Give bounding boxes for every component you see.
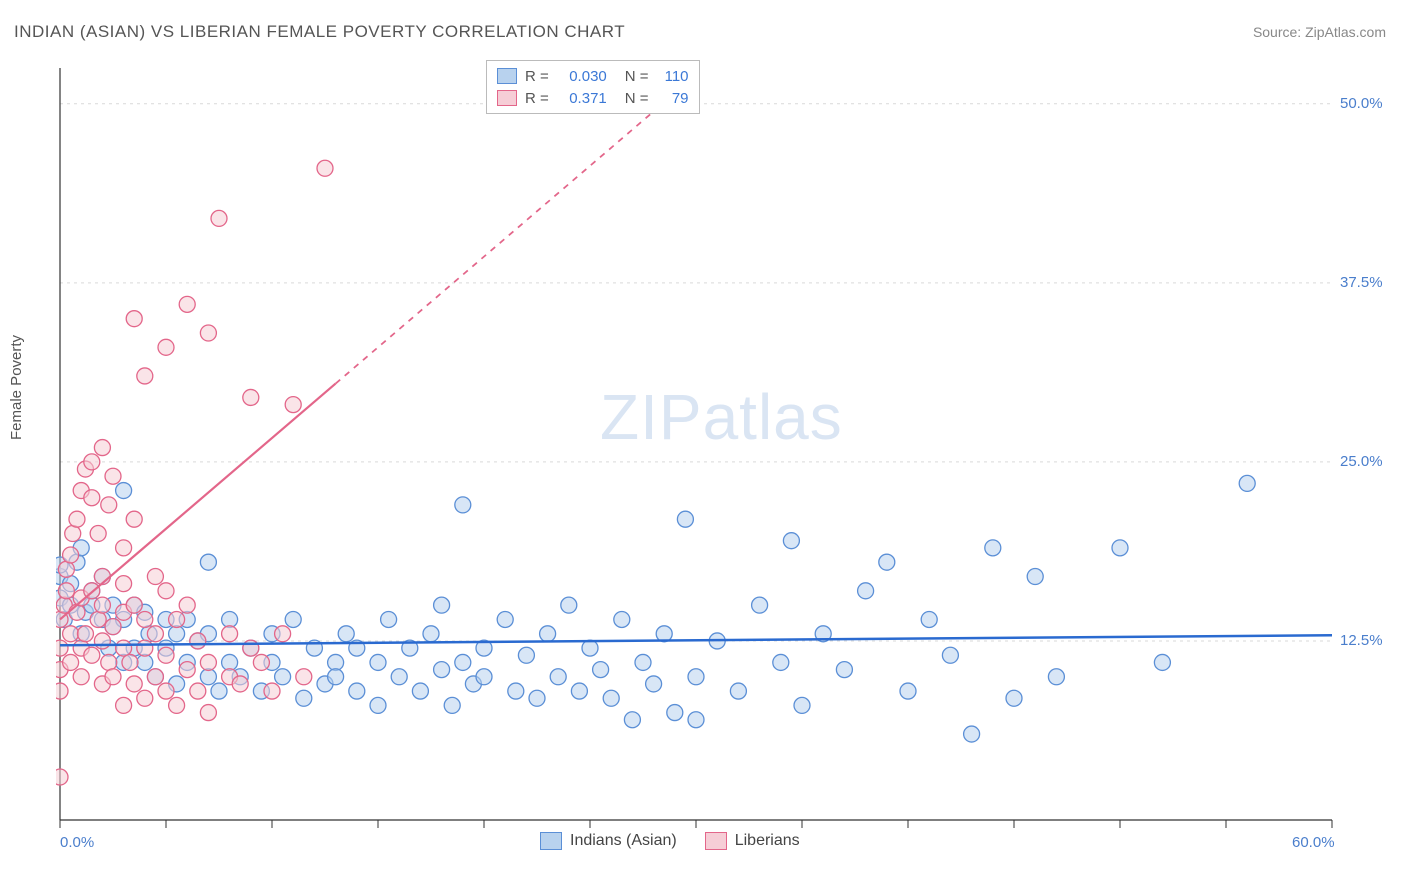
correlation-legend: R =0.030N =110R =0.371N =79 xyxy=(486,60,700,114)
x-tick-label: 60.0% xyxy=(1292,834,1335,851)
chart-title: INDIAN (ASIAN) VS LIBERIAN FEMALE POVERT… xyxy=(14,22,625,42)
y-tick-label: 25.0% xyxy=(1340,453,1383,470)
legend-row-indians: R =0.030N =110 xyxy=(497,65,689,87)
y-axis-label: Female Poverty xyxy=(8,335,25,440)
scatter-plot xyxy=(56,60,1336,828)
y-tick-label: 12.5% xyxy=(1340,632,1383,649)
y-tick-label: 37.5% xyxy=(1340,274,1383,291)
series-legend: Indians (Asian) Liberians xyxy=(540,832,800,850)
source-label: Source: ZipAtlas.com xyxy=(1253,24,1386,40)
y-tick-label: 50.0% xyxy=(1340,95,1383,112)
legend-item-liberians: Liberians xyxy=(705,832,800,850)
legend-row-liberians: R =0.371N =79 xyxy=(497,87,689,109)
x-tick-label: 0.0% xyxy=(60,834,94,851)
legend-item-indians: Indians (Asian) xyxy=(540,832,677,850)
